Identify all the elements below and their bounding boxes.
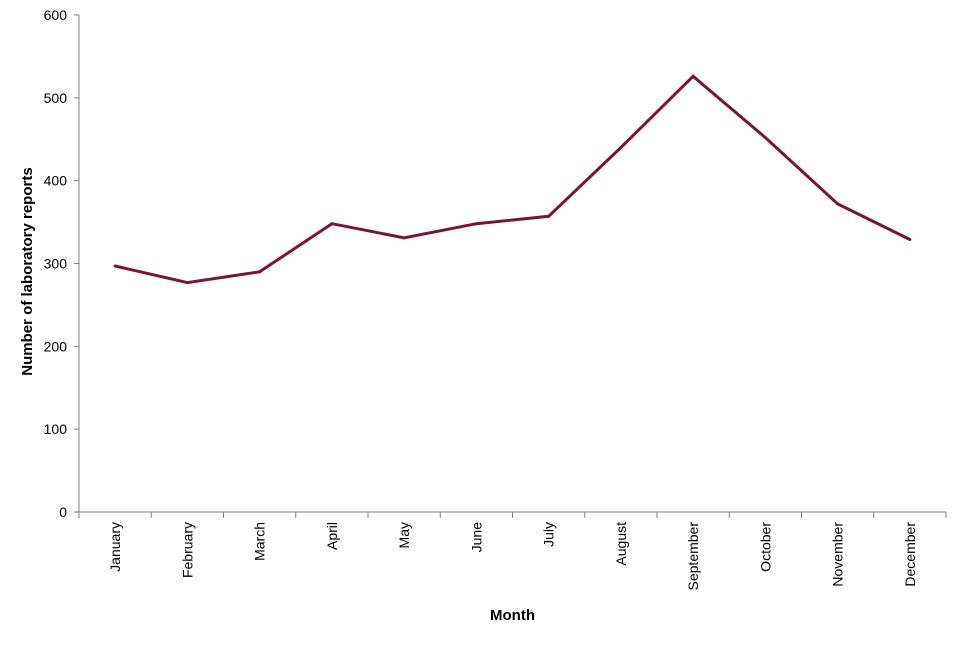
data-point <box>474 222 478 226</box>
x-tick-label: November <box>830 522 846 587</box>
y-tick-label: 600 <box>44 7 68 23</box>
x-tick-label: September <box>685 522 701 591</box>
y-tick-label: 500 <box>44 90 68 106</box>
x-tick-label: June <box>468 522 484 553</box>
x-tick-label: July <box>541 522 557 547</box>
x-tick-label: May <box>396 522 412 548</box>
x-tick-label: August <box>613 522 629 566</box>
x-tick-label: January <box>107 522 123 572</box>
series-group <box>113 74 912 285</box>
series-line <box>114 74 911 285</box>
data-point <box>763 136 767 140</box>
data-point <box>836 202 840 206</box>
data-point <box>547 214 551 218</box>
y-axis-title: Number of laboratory reports <box>19 167 36 375</box>
x-tick-label: March <box>252 522 268 561</box>
x-tick-label: December <box>902 522 918 587</box>
data-point <box>330 222 334 226</box>
y-axis-ticks: 0 100 200 300 400 500 600 <box>44 7 79 520</box>
x-tick-label: April <box>324 522 340 550</box>
y-tick-label: 0 <box>59 504 67 520</box>
data-point <box>113 264 117 268</box>
data-point <box>619 146 623 150</box>
data-point <box>908 237 912 241</box>
y-tick-label: 200 <box>44 338 68 354</box>
x-tick-label: February <box>179 522 195 578</box>
data-point <box>402 236 406 240</box>
y-tick-label: 400 <box>44 173 68 189</box>
x-tick-label: October <box>757 522 773 572</box>
data-point <box>258 270 262 274</box>
data-point <box>691 74 695 78</box>
y-tick-label: 300 <box>44 256 68 272</box>
data-point <box>185 281 189 285</box>
x-axis-title: Month <box>490 607 535 624</box>
y-tick-label: 100 <box>44 421 68 437</box>
x-axis-ticks: January February March April May June July Augu… <box>78 512 947 591</box>
